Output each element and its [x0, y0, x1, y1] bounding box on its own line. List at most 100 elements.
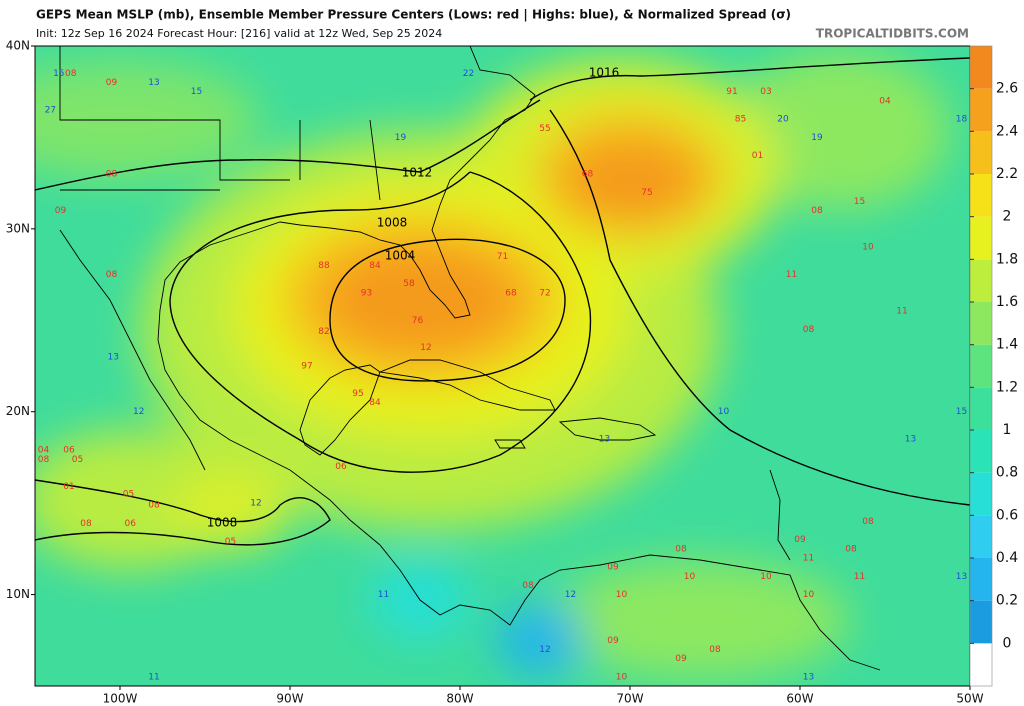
pressure-center: 12	[565, 590, 576, 600]
pressure-center: 97	[301, 362, 312, 372]
pressure-center: 08	[709, 645, 721, 655]
pressure-center: 85	[735, 115, 746, 125]
pressure-center: 10	[718, 407, 730, 417]
colorbar-label: 2.6	[996, 81, 1018, 97]
y-tick-label: 40N	[6, 39, 30, 53]
colorbar-segment	[970, 643, 992, 686]
colorbar-segment	[970, 344, 992, 388]
pressure-center: 05	[225, 537, 236, 547]
colorbar-segment	[970, 174, 992, 217]
colorbar-segment	[970, 472, 992, 516]
x-tick-label: 70W	[616, 692, 643, 706]
pressure-center: 09	[794, 535, 806, 545]
pressure-center: 11	[803, 554, 814, 564]
isobar-label: 1008	[207, 516, 238, 530]
pressure-center: 08	[803, 325, 815, 335]
pressure-center: 06	[335, 462, 347, 472]
pressure-center: 55	[539, 124, 550, 134]
colorbar-label: 0.6	[996, 507, 1018, 523]
y-tick-label: 20N	[6, 404, 30, 418]
pressure-center: 06	[63, 446, 75, 456]
pressure-center: 08	[675, 544, 687, 554]
colorbar-segment	[970, 600, 992, 644]
title: GEPS Mean MSLP (mb), Ensemble Member Pre…	[36, 8, 791, 22]
colorbar-frame	[969, 45, 993, 687]
pressure-center: 04	[879, 96, 891, 106]
pressure-center: 13	[803, 672, 814, 682]
pressure-center: 13	[148, 78, 159, 88]
colorbar-label: 1.2	[996, 379, 1018, 395]
subtitle: Init: 12z Sep 16 2024 Forecast Hour: [21…	[36, 27, 442, 40]
colorbar-label: 0.4	[996, 550, 1018, 566]
pressure-center: 10	[760, 572, 772, 582]
pressure-center: 12	[420, 343, 431, 353]
pressure-center: 19	[811, 133, 823, 143]
colorbar-segment	[970, 515, 992, 558]
pressure-center: 76	[412, 316, 424, 326]
x-tick-label: 60W	[786, 692, 813, 706]
isobar-label: 1004	[385, 249, 416, 263]
pressure-center: 11	[854, 572, 865, 582]
colorbar-segment	[970, 131, 992, 174]
colorbar-label: 1.4	[996, 337, 1018, 353]
x-tick-label: 90W	[276, 692, 303, 706]
pressure-center: 75	[641, 188, 652, 198]
colorbar-label: 0.2	[996, 593, 1018, 609]
pressure-center: 13	[599, 435, 610, 445]
colorbar-label: 1.6	[996, 294, 1018, 310]
colorbar-segment	[970, 88, 992, 132]
pressure-center: 08	[811, 206, 823, 216]
pressure-center: 58	[403, 279, 415, 289]
pressure-center: 10	[616, 590, 628, 600]
pressure-center: 68	[505, 288, 517, 298]
pressure-center: 09	[675, 654, 687, 664]
pressure-center: 13	[956, 572, 967, 582]
pressure-center: 20	[777, 115, 789, 125]
pressure-center: 10	[803, 590, 815, 600]
pressure-center: 08	[522, 581, 534, 591]
colorbar-label: 0.8	[996, 465, 1018, 481]
isobar-label: 1016	[589, 66, 620, 80]
source: TROPICALTIDBITS.COM	[816, 27, 969, 41]
pressure-center: 18	[956, 115, 968, 125]
pressure-center: 09	[106, 78, 118, 88]
pressure-center: 15	[854, 197, 865, 207]
y-tick-label: 30N	[6, 221, 30, 235]
pressure-center: 10	[616, 672, 628, 682]
pressure-center: 09	[607, 636, 619, 646]
axes: 100W 90W 80W 70W 60W 50W 10N 20N 30N 40N	[6, 39, 984, 706]
pressure-center: 82	[318, 327, 329, 337]
pressure-center: 11	[148, 672, 159, 682]
colorbar-segment	[970, 430, 992, 473]
pressure-center: 68	[582, 170, 594, 180]
pressure-center: 08	[862, 517, 874, 527]
pressure-center: 11	[896, 307, 907, 317]
colorbar-label: 0	[1003, 635, 1012, 651]
pressure-center: 95	[352, 389, 363, 399]
pressure-center: 11	[378, 590, 389, 600]
pressure-center: 08	[65, 69, 77, 79]
isobar-labels: 1016 1012 1008 1004 1008	[207, 66, 620, 530]
pressure-center: 08	[106, 270, 118, 280]
pressure-center: 01	[752, 151, 763, 161]
pressure-center: 05	[72, 455, 83, 465]
pressure-center: 13	[905, 435, 916, 445]
pressure-center: 71	[497, 252, 508, 262]
pressure-center: 10	[862, 243, 874, 253]
pressure-center: 08	[845, 544, 857, 554]
pressure-center: 12	[133, 407, 144, 417]
y-tick-label: 10N	[6, 587, 30, 601]
colorbar-segment	[970, 558, 992, 601]
isobar-label: 1008	[377, 216, 408, 230]
pressure-center: 88	[318, 261, 330, 271]
pressure-center: 13	[107, 352, 118, 362]
pressure-center: 12	[539, 645, 550, 655]
pressure-center: 91	[726, 87, 737, 97]
colorbar-segment	[970, 46, 992, 89]
colorbar-label: 2	[1003, 209, 1012, 225]
pressure-center: 12	[250, 499, 261, 509]
pressure-center: 09	[55, 206, 67, 216]
